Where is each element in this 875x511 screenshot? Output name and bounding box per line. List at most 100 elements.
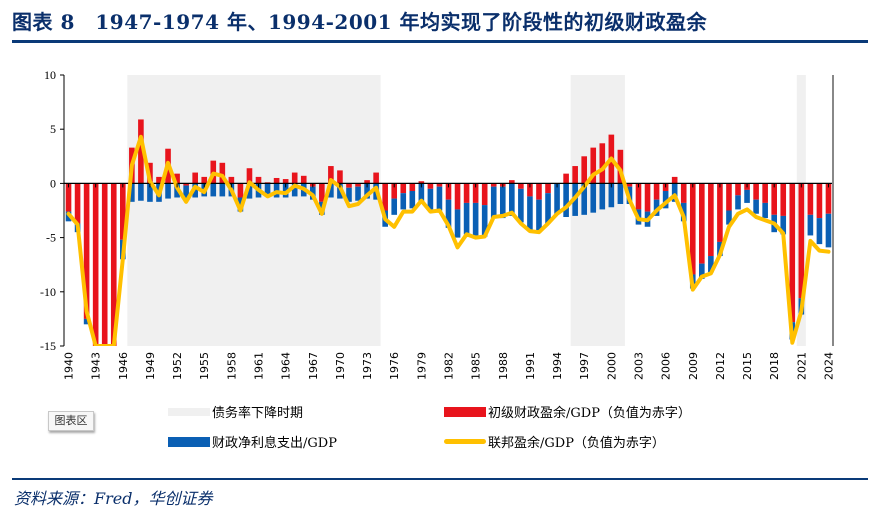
- net-interest-bar: [735, 195, 741, 210]
- x-tick-label: 1985: [470, 352, 483, 380]
- primary-balance-bar: [83, 183, 90, 319]
- net-interest-bar: [671, 183, 678, 202]
- primary-balance-bar: [74, 183, 81, 224]
- x-tick-label: 1988: [497, 352, 510, 380]
- primary-balance-bar: [463, 183, 470, 203]
- primary-balance-bar: [436, 183, 443, 187]
- primary-balance-bar: [798, 183, 805, 299]
- net-interest-bar: [210, 183, 217, 197]
- primary-balance-bar: [246, 168, 253, 184]
- y-tick-label: 10: [44, 68, 56, 82]
- x-tick-label: 1991: [524, 352, 537, 380]
- net-interest-bar: [391, 198, 398, 215]
- primary-balance-bar: [717, 183, 723, 242]
- x-tick-label: 1955: [198, 352, 211, 380]
- primary-balance-bar: [581, 156, 588, 184]
- net-interest-bar: [699, 263, 705, 279]
- chart-title: 图表 8 1947-1974 年、1994-2001 年均实现了阶段性的初级财政…: [12, 10, 708, 34]
- x-tick-label: 1979: [415, 352, 428, 380]
- primary-balance-bar: [409, 183, 416, 191]
- net-interest-bar: [780, 215, 787, 235]
- y-ticks: 10 5 0 -5 -10 -15: [40, 68, 64, 353]
- net-interest-bar: [825, 213, 832, 248]
- net-interest-bar: [400, 193, 407, 210]
- y-tick-label: 0: [50, 176, 56, 190]
- legend-item-federal-surplus: 联邦盈余/GDP（负值为赤字）: [444, 432, 665, 451]
- primary-balance-bar: [509, 180, 515, 184]
- primary-balance-bar: [328, 166, 334, 184]
- x-tick-label: 1982: [443, 352, 456, 380]
- x-tick-label: 2018: [768, 352, 781, 380]
- net-interest-bar: [454, 209, 461, 238]
- primary-balance-bar: [138, 119, 144, 184]
- net-interest-bar: [527, 196, 533, 232]
- primary-balance-bar: [364, 180, 370, 184]
- primary-balance-bar: [472, 183, 479, 203]
- primary-balance-bar: [282, 179, 289, 184]
- shaded-period: [127, 75, 381, 346]
- net-interest-bar: [409, 190, 416, 209]
- x-tick-label: 2024: [822, 352, 835, 380]
- primary-balance-bar: [635, 183, 642, 210]
- net-interest-bar: [753, 199, 759, 214]
- primary-balance-bar: [644, 183, 651, 212]
- x-tick-label: 1949: [144, 352, 157, 380]
- primary-balance-bar: [291, 172, 298, 184]
- footer-divider: [12, 478, 868, 480]
- net-interest-bar: [445, 199, 452, 228]
- shaded-periods: [127, 75, 806, 346]
- primary-balance-bar: [680, 183, 687, 203]
- primary-balance-bar: [617, 149, 624, 184]
- primary-balance-bar: [708, 183, 714, 257]
- legend-swatch-shade: [168, 407, 210, 416]
- primary-balance-bar: [237, 183, 244, 198]
- x-tick-label: 1976: [388, 352, 401, 380]
- legend-label-primary-balance: 初级财政盈余/GDP（负值为赤字）: [488, 406, 691, 421]
- net-interest-bar: [165, 183, 171, 199]
- net-interest-bar: [282, 183, 289, 198]
- primary-balance-bar: [300, 175, 307, 184]
- primary-balance-bar: [183, 183, 189, 186]
- primary-balance-bar: [65, 183, 72, 212]
- x-tick-label: 2021: [795, 352, 808, 380]
- shaded-period: [570, 75, 625, 346]
- net-interest-bar: [608, 183, 615, 208]
- x-tick-label: 1973: [361, 352, 374, 380]
- net-interest-bar: [472, 202, 479, 236]
- legend-swatch-primary-balance: [444, 406, 486, 417]
- primary-balance-bar: [590, 147, 597, 184]
- net-interest-bar: [590, 183, 597, 213]
- net-interest-bar: [246, 183, 253, 199]
- net-interest-bar: [346, 187, 352, 202]
- primary-balance-bar: [626, 183, 633, 187]
- primary-balance-bar: [481, 183, 488, 206]
- net-interest-bar: [708, 256, 714, 273]
- primary-balance-bar: [400, 183, 407, 194]
- primary-balance-bar: [518, 183, 524, 189]
- primary-balance-bar: [490, 183, 497, 187]
- primary-balance-bar: [120, 183, 126, 240]
- primary-balance-bar: [101, 183, 108, 346]
- primary-balance-bar: [228, 176, 235, 184]
- primary-balance-bar: [762, 183, 768, 203]
- net-interest-bar: [364, 183, 370, 199]
- x-tick-label: 2000: [605, 352, 618, 380]
- legend-item-net-interest: 财政净利息支出/GDP: [168, 432, 337, 451]
- primary-balance-bar: [319, 183, 325, 202]
- primary-balance-bar: [92, 183, 99, 346]
- net-interest-bar: [147, 183, 153, 202]
- net-interest-bar: [436, 186, 443, 211]
- primary-balance-bar: [355, 183, 361, 187]
- net-interest-bar: [219, 183, 226, 197]
- net-interest-bar: [581, 183, 588, 215]
- federal-surplus-line-group: [66, 134, 831, 346]
- primary-balance-bar: [689, 183, 696, 275]
- net-interest-bar: [355, 186, 361, 201]
- primary-balance-bar: [771, 183, 777, 215]
- federal-surplus-line: [66, 134, 831, 346]
- x-tick-label: 2003: [632, 352, 645, 380]
- legend-label-shade: 债务率下降时期: [212, 406, 304, 421]
- net-interest-bar: [762, 202, 768, 219]
- primary-balance-bar: [373, 172, 379, 184]
- chart-area-chip[interactable]: 图表区: [48, 411, 94, 431]
